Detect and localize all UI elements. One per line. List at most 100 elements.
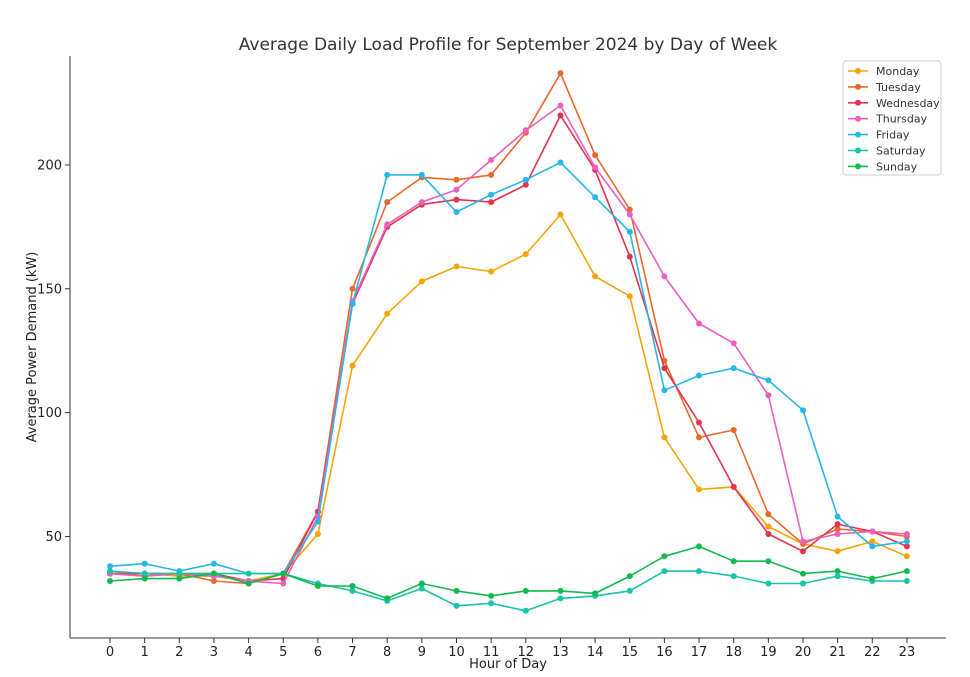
data-point-tuesday xyxy=(765,511,772,518)
data-point-thursday xyxy=(730,340,737,347)
x-tick-label: 17 xyxy=(691,645,708,660)
data-point-monday xyxy=(661,434,668,441)
data-point-sunday xyxy=(557,587,564,594)
y-axis-label: Average Power Demand (kW) xyxy=(25,252,40,443)
data-point-monday xyxy=(592,273,599,280)
data-point-saturday xyxy=(626,587,633,594)
data-point-friday xyxy=(384,171,391,178)
data-point-friday xyxy=(107,563,113,570)
legend-label: Sunday xyxy=(876,160,918,173)
data-point-friday xyxy=(592,194,599,201)
data-point-friday xyxy=(418,171,425,178)
x-tick-label: 22 xyxy=(864,645,881,660)
data-point-wednesday xyxy=(834,521,841,528)
data-point-wednesday xyxy=(696,419,702,426)
data-point-thursday xyxy=(661,273,668,280)
x-tick-label: 11 xyxy=(483,645,500,660)
data-point-wednesday xyxy=(765,531,772,537)
data-point-friday xyxy=(834,513,841,520)
data-point-sunday xyxy=(418,580,425,587)
x-tick-label: 5 xyxy=(279,645,287,660)
x-tick-label: 20 xyxy=(795,645,812,660)
data-point-sunday xyxy=(210,570,217,577)
legend-item-monday: Monday xyxy=(848,65,920,78)
legend-swatch-marker xyxy=(855,68,861,74)
y-tick-label: 100 xyxy=(37,406,62,421)
data-point-sunday xyxy=(522,587,529,594)
data-point-wednesday xyxy=(522,181,529,188)
x-axis-label: Hour of Day xyxy=(469,657,547,672)
x-tick-label: 16 xyxy=(656,645,673,660)
data-point-tuesday xyxy=(349,285,356,292)
data-point-friday xyxy=(696,372,702,379)
data-point-sunday xyxy=(696,543,702,550)
data-point-sunday xyxy=(800,570,806,577)
data-point-friday xyxy=(626,228,633,235)
y-tick-label: 200 xyxy=(37,158,62,173)
data-point-friday xyxy=(557,159,564,166)
data-point-saturday xyxy=(903,578,910,584)
data-point-friday xyxy=(869,543,876,550)
data-point-thursday xyxy=(592,164,599,171)
data-point-wednesday xyxy=(903,543,910,550)
data-point-friday xyxy=(210,560,217,567)
data-point-sunday xyxy=(592,590,599,597)
x-tick-label: 9 xyxy=(418,645,426,660)
legend-swatch-marker xyxy=(855,115,861,122)
data-point-wednesday xyxy=(557,112,564,119)
data-point-sunday xyxy=(176,575,183,582)
data-point-sunday xyxy=(349,583,356,589)
data-point-tuesday xyxy=(384,199,391,206)
data-point-sunday xyxy=(903,568,910,575)
legend-swatch-marker xyxy=(855,99,861,106)
legend-item-thursday: Thursday xyxy=(848,113,928,126)
legend-frame xyxy=(842,60,942,176)
data-point-friday xyxy=(314,518,321,525)
data-point-tuesday xyxy=(626,206,633,213)
data-point-tuesday xyxy=(730,427,737,433)
data-point-thursday xyxy=(418,199,425,206)
data-point-saturday xyxy=(661,568,668,575)
data-point-tuesday xyxy=(557,70,564,77)
legend-swatch-marker xyxy=(855,147,861,154)
x-tick-label: 4 xyxy=(244,645,252,660)
legend-swatch-marker xyxy=(855,131,861,138)
x-tick-label: 3 xyxy=(210,645,218,660)
data-point-saturday xyxy=(696,568,702,575)
data-point-saturday xyxy=(730,573,737,580)
data-point-thursday xyxy=(903,531,910,537)
data-point-saturday xyxy=(176,570,183,577)
x-tick-label: 13 xyxy=(552,645,569,660)
data-point-sunday xyxy=(314,583,321,589)
data-point-tuesday xyxy=(592,152,599,159)
data-point-thursday xyxy=(696,320,702,327)
data-point-saturday xyxy=(453,602,460,609)
data-point-thursday xyxy=(869,528,876,535)
legend-item-friday: Friday xyxy=(848,129,910,142)
data-point-monday xyxy=(314,531,321,537)
series-line-thursday xyxy=(109,104,907,585)
data-point-sunday xyxy=(245,580,252,587)
y-ticks: 50 100 150 200 xyxy=(37,158,70,545)
data-point-thursday xyxy=(800,538,806,545)
data-point-wednesday xyxy=(800,548,806,555)
data-point-monday xyxy=(869,538,876,545)
data-point-monday xyxy=(488,268,495,275)
chart-title: Average Daily Load Profile for September… xyxy=(239,35,778,55)
x-tick-label: 12 xyxy=(518,645,535,660)
legend-label: Saturday xyxy=(876,145,926,158)
data-point-saturday xyxy=(800,580,806,587)
data-point-tuesday xyxy=(488,171,495,178)
y-tick-label: 150 xyxy=(37,282,62,297)
series-line-wednesday xyxy=(110,114,908,582)
data-point-tuesday xyxy=(696,434,702,441)
series-saturday xyxy=(107,568,910,614)
legend-item-wednesday: Wednesday xyxy=(848,97,940,110)
data-point-friday xyxy=(800,407,806,414)
data-point-thursday xyxy=(626,211,633,218)
data-point-monday xyxy=(349,362,356,369)
data-point-monday xyxy=(903,553,910,560)
data-point-saturday xyxy=(245,570,252,577)
data-point-thursday xyxy=(522,127,529,134)
